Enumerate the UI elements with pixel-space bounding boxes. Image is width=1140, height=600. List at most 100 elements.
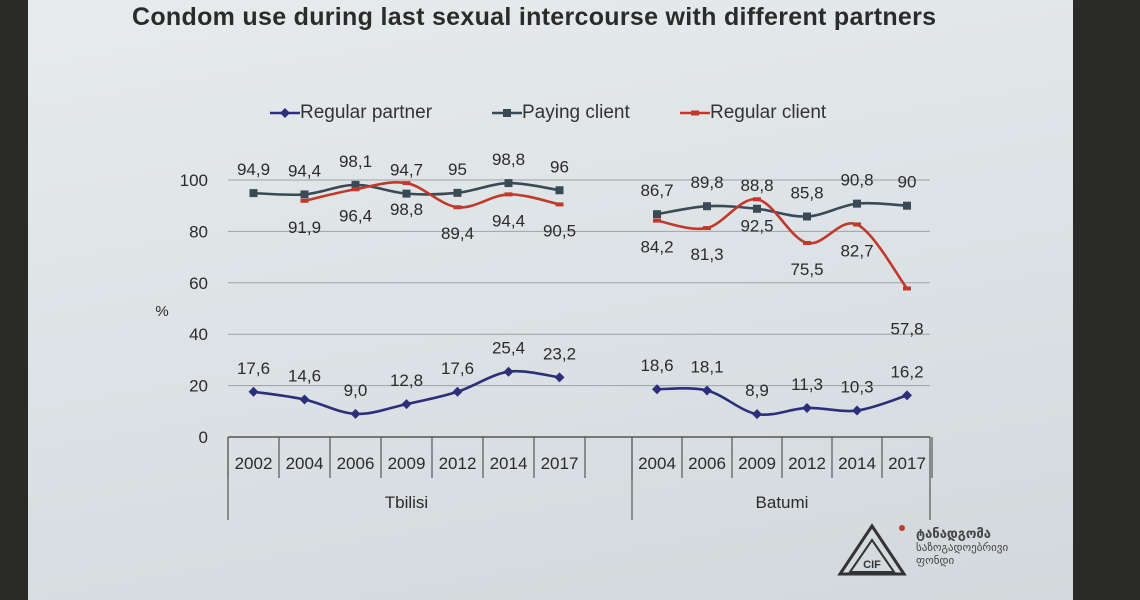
logo-text: ტანადგომა საზოგადოებრივი ფონდი: [916, 528, 1008, 567]
data-label: 18,1: [690, 357, 723, 376]
data-label: 8,9: [745, 381, 769, 400]
y-tick-label: 20: [189, 377, 208, 396]
data-point-marker: [248, 386, 259, 397]
data-point-marker: [803, 212, 811, 221]
data-label: 94,7: [390, 161, 423, 180]
data-point-marker: [703, 202, 711, 211]
x-tick-label: 2009: [388, 454, 426, 473]
data-point-marker: [503, 366, 514, 377]
series-line-regular-partner: [656, 387, 908, 417]
data-label: 94,4: [288, 161, 321, 180]
data-label: 12,8: [390, 371, 423, 390]
legend-label-regular-partner: Regular partner: [300, 102, 433, 123]
data-point-marker: [752, 409, 762, 420]
data-label: 18,6: [640, 356, 673, 375]
cif-logo: CIF ტანადგომა საზოგადოებრივი ფონდი: [836, 522, 1016, 582]
logo-mark-text: CIF: [863, 559, 881, 571]
data-point-marker: [802, 402, 812, 413]
data-point-marker: [452, 386, 463, 397]
chart-title: Condom use during last sexual intercours…: [132, 3, 937, 31]
data-point-marker: [402, 189, 411, 198]
data-point-marker: [555, 186, 564, 195]
y-tick-label: 60: [189, 274, 208, 293]
group-label: Batumi: [756, 493, 809, 512]
data-label: 96,4: [339, 206, 372, 225]
x-tick-label: 2017: [888, 454, 926, 473]
data-label: 14,6: [288, 366, 321, 385]
data-label: 90,8: [840, 171, 873, 190]
square-marker-icon: [492, 109, 522, 117]
data-label: 85,8: [790, 183, 823, 202]
logo-line-1: ტანადგომა: [916, 527, 991, 542]
slide: Condom use during last sexual intercours…: [28, 0, 1073, 600]
series-line-paying-client: [656, 201, 908, 218]
x-tick-label: 2006: [688, 454, 726, 473]
data-label: 82,7: [840, 241, 873, 260]
data-point-marker: [702, 385, 712, 396]
data-point-marker: [249, 189, 258, 198]
data-label: 17,6: [237, 359, 270, 378]
data-point-marker: [753, 204, 761, 213]
data-point-marker: [852, 405, 862, 416]
data-label: 91,9: [288, 218, 321, 237]
y-tick-label: 0: [199, 428, 208, 447]
group-label: Tbilisi: [385, 493, 428, 512]
x-tick-label: 2012: [788, 454, 826, 473]
data-label: 16,2: [890, 362, 923, 381]
x-tick-label: 2014: [490, 454, 528, 473]
data-point-marker: [351, 180, 360, 189]
data-label: 81,3: [690, 245, 723, 264]
data-label: 92,5: [740, 216, 773, 235]
dash-marker-icon: [680, 110, 710, 116]
y-axis-label: %: [155, 303, 168, 320]
data-label: 25,4: [492, 339, 525, 358]
data-label: 75,5: [790, 260, 823, 279]
x-tick-label: 2017: [541, 454, 579, 473]
data-label: 94,9: [237, 160, 270, 179]
legend-label-regular-client: Regular client: [710, 102, 827, 123]
data-point-marker: [853, 199, 861, 208]
data-label: 17,6: [441, 359, 474, 378]
series-line-regular-client: [304, 181, 560, 209]
data-label: 23,2: [543, 344, 576, 363]
x-tick-label: 2002: [235, 454, 273, 473]
data-point-marker: [903, 201, 911, 210]
data-point-marker: [504, 179, 513, 188]
data-label: 88,8: [740, 176, 773, 195]
x-tick-label: 2006: [337, 454, 375, 473]
x-tick-label: 2009: [738, 454, 776, 473]
data-point-marker: [652, 384, 662, 395]
data-label: 10,3: [840, 378, 873, 397]
data-point-marker: [299, 394, 310, 405]
data-label: 90: [898, 173, 917, 192]
y-tick-label: 80: [189, 222, 208, 241]
data-label: 98,1: [339, 152, 372, 171]
data-label: 96: [550, 157, 569, 176]
legend-label-paying-client: Paying client: [522, 102, 630, 123]
data-label: 98,8: [492, 150, 525, 169]
data-label: 95: [448, 160, 467, 179]
data-point-marker: [350, 408, 361, 419]
data-point-marker: [453, 188, 462, 197]
data-point-marker: [300, 190, 309, 199]
data-label: 98,8: [390, 200, 423, 219]
data-point-marker: [401, 399, 412, 410]
logo-line-3: ფონდი: [916, 554, 955, 567]
x-tick-label: 2012: [439, 454, 477, 473]
cif-logo-icon: CIF: [837, 523, 907, 576]
data-label: 84,2: [640, 238, 673, 257]
data-label: 89,8: [690, 173, 723, 192]
x-tick-label: 2004: [286, 454, 324, 473]
data-label: 9,0: [344, 381, 368, 400]
data-label: 90,5: [543, 221, 576, 240]
diamond-marker-icon: [270, 108, 300, 118]
data-point-marker: [653, 210, 661, 219]
data-label: 57,8: [890, 319, 923, 338]
data-label: 86,7: [640, 181, 673, 200]
data-label: 94,4: [492, 211, 525, 230]
logo-line-2: საზოგადოებრივი: [916, 541, 1009, 554]
y-tick-label: 40: [189, 325, 208, 344]
data-label: 89,4: [441, 224, 474, 243]
x-tick-label: 2004: [638, 454, 676, 473]
